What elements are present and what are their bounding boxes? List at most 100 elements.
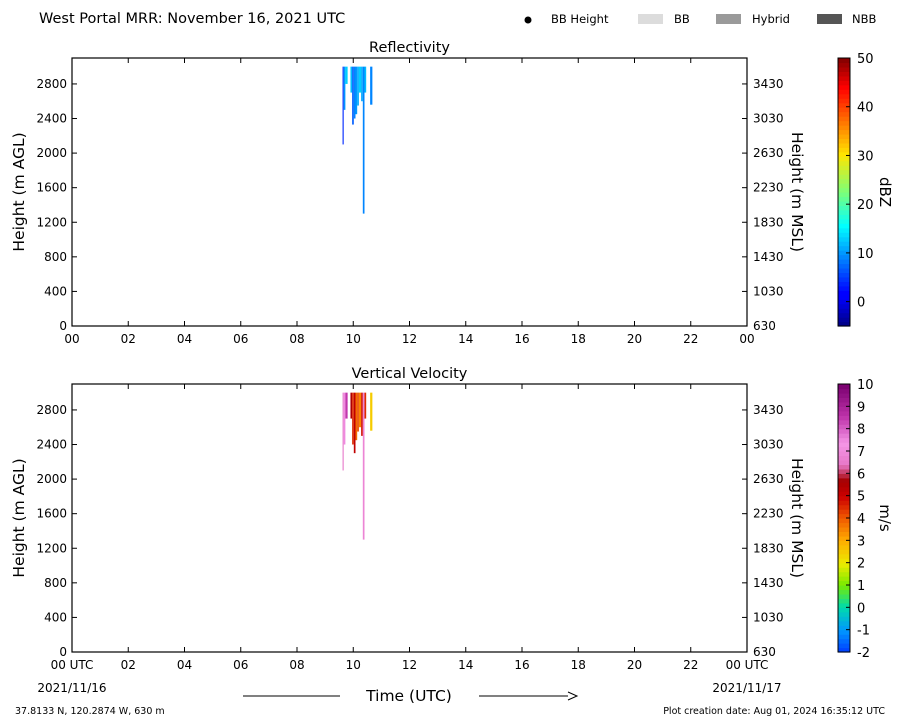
colorbar-segment	[838, 89, 850, 95]
data-column	[355, 66, 358, 115]
colorbar-segment	[838, 111, 850, 117]
legend-label: Hybrid	[752, 12, 790, 26]
start-date: 2021/11/16	[37, 681, 106, 695]
colorbar-tick-label: 0	[857, 601, 865, 616]
colorbar-segment	[838, 169, 850, 175]
colorbar-segment	[838, 102, 850, 108]
colorbar-segment	[838, 84, 850, 90]
colorbar-segment	[838, 223, 850, 229]
colorbar-segment	[838, 495, 850, 501]
data-column	[345, 66, 348, 84]
colorbar-segment	[838, 285, 850, 291]
colorbar-tick-label: 8	[857, 423, 865, 438]
creation-date-text: Plot creation date: Aug 01, 2024 16:35:1…	[663, 706, 885, 717]
colorbar-segment	[838, 629, 850, 635]
y-tick-label: 1200	[36, 215, 67, 229]
x-tick-label: 00	[739, 332, 754, 346]
figure-title: West Portal MRR: November 16, 2021 UTC	[39, 11, 345, 27]
colorbar-segment	[838, 482, 850, 488]
colorbar-tick-label: -1	[857, 624, 870, 639]
colorbar-segment	[838, 446, 850, 452]
colorbar-segment	[838, 317, 850, 323]
y2-tick-label: 630	[753, 319, 776, 333]
colorbar-tick-label: 50	[857, 52, 874, 67]
y2-tick-label: 3430	[753, 77, 784, 91]
colorbar-segment	[838, 593, 850, 599]
colorbar-segment	[838, 116, 850, 122]
data-column	[370, 392, 373, 431]
colorbar-tick-label: 10	[857, 247, 874, 262]
colorbar-segment	[838, 62, 850, 68]
y2-tick-label: 2230	[753, 507, 784, 521]
colorbar-segment	[838, 504, 850, 510]
data-column	[352, 66, 354, 125]
data-column	[353, 66, 356, 119]
colorbar-segment	[838, 321, 850, 327]
y-tick-label: 2000	[36, 146, 67, 160]
y-axis-label: Height (m AGL)	[10, 132, 28, 251]
colorbar: 0 10 20 30 40 50 dBZ	[837, 52, 894, 327]
colorbar-segment	[838, 410, 850, 416]
colorbar-segment	[838, 308, 850, 314]
colorbar-segment	[838, 392, 850, 398]
colorbar-segment	[838, 607, 850, 613]
y2-tick-label: 3430	[753, 403, 784, 417]
data-column	[357, 66, 359, 106]
legend-swatch-icon	[638, 14, 663, 24]
colorbar-tick-label: 5	[857, 490, 865, 505]
colorbar-segment	[838, 303, 850, 309]
x-tick-label: 20	[627, 332, 642, 346]
colorbar-segment	[838, 147, 850, 153]
data-column	[361, 392, 363, 436]
colorbar-segment	[838, 437, 850, 443]
data-columns	[342, 392, 373, 540]
colorbar-segment	[838, 174, 850, 180]
x-tick-label: 18	[571, 658, 586, 672]
x-tick-label: 12	[402, 658, 417, 672]
x-tick-label: 10	[346, 658, 361, 672]
colorbar-segment	[838, 388, 850, 394]
legend-item-nbb: NBB	[817, 12, 876, 26]
colorbar-segment	[838, 477, 850, 483]
colorbar-segment	[838, 571, 850, 577]
data-columns	[342, 66, 373, 214]
colorbar-segment	[838, 192, 850, 198]
legend-item-hybrid: Hybrid	[716, 12, 790, 26]
colorbar-tick-label: 1	[857, 579, 865, 594]
colorbar-segment	[838, 107, 850, 113]
data-column	[343, 392, 346, 445]
legend-swatch-icon	[716, 14, 741, 24]
end-date: 2021/11/17	[712, 681, 781, 695]
x-tick-label: 22	[683, 332, 698, 346]
colorbar-segment	[838, 272, 850, 278]
legend-label: BB	[674, 12, 690, 26]
x-tick-label: 16	[514, 332, 529, 346]
y-tick-label: 0	[59, 319, 67, 333]
legend-swatch-icon	[817, 14, 842, 24]
y2-axis-label: Height (m MSL)	[788, 132, 806, 252]
colorbar-segment	[838, 576, 850, 582]
legend-label: BB Height	[551, 12, 609, 26]
colorbar-tick-label: 30	[857, 149, 874, 164]
colorbar-tick-label: 10	[857, 378, 874, 393]
colorbar-segment	[838, 58, 850, 64]
panel-title: Vertical Velocity	[352, 366, 468, 382]
colorbar-segment	[838, 120, 850, 126]
y2-axis-label: Height (m MSL)	[788, 458, 806, 578]
data-column	[362, 66, 365, 214]
data-column	[364, 392, 367, 419]
x-tick-label: 02	[121, 658, 136, 672]
colorbar-segment	[838, 522, 850, 528]
colorbar-segment	[838, 75, 850, 81]
y2-tick-label: 2230	[753, 181, 784, 195]
time-arrow-head-icon	[567, 691, 579, 701]
colorbar: -2 -1 0 1 2 3 4 5 6 7 8 9 10 m/s	[837, 378, 894, 661]
x-tick-label: 02	[121, 332, 136, 346]
colorbar-segment	[838, 616, 850, 622]
y-tick-label: 1600	[36, 181, 67, 195]
colorbar-segment	[838, 209, 850, 215]
colorbar-segment	[838, 245, 850, 251]
colorbar-tick-label: 4	[857, 512, 865, 527]
data-column	[343, 66, 346, 110]
